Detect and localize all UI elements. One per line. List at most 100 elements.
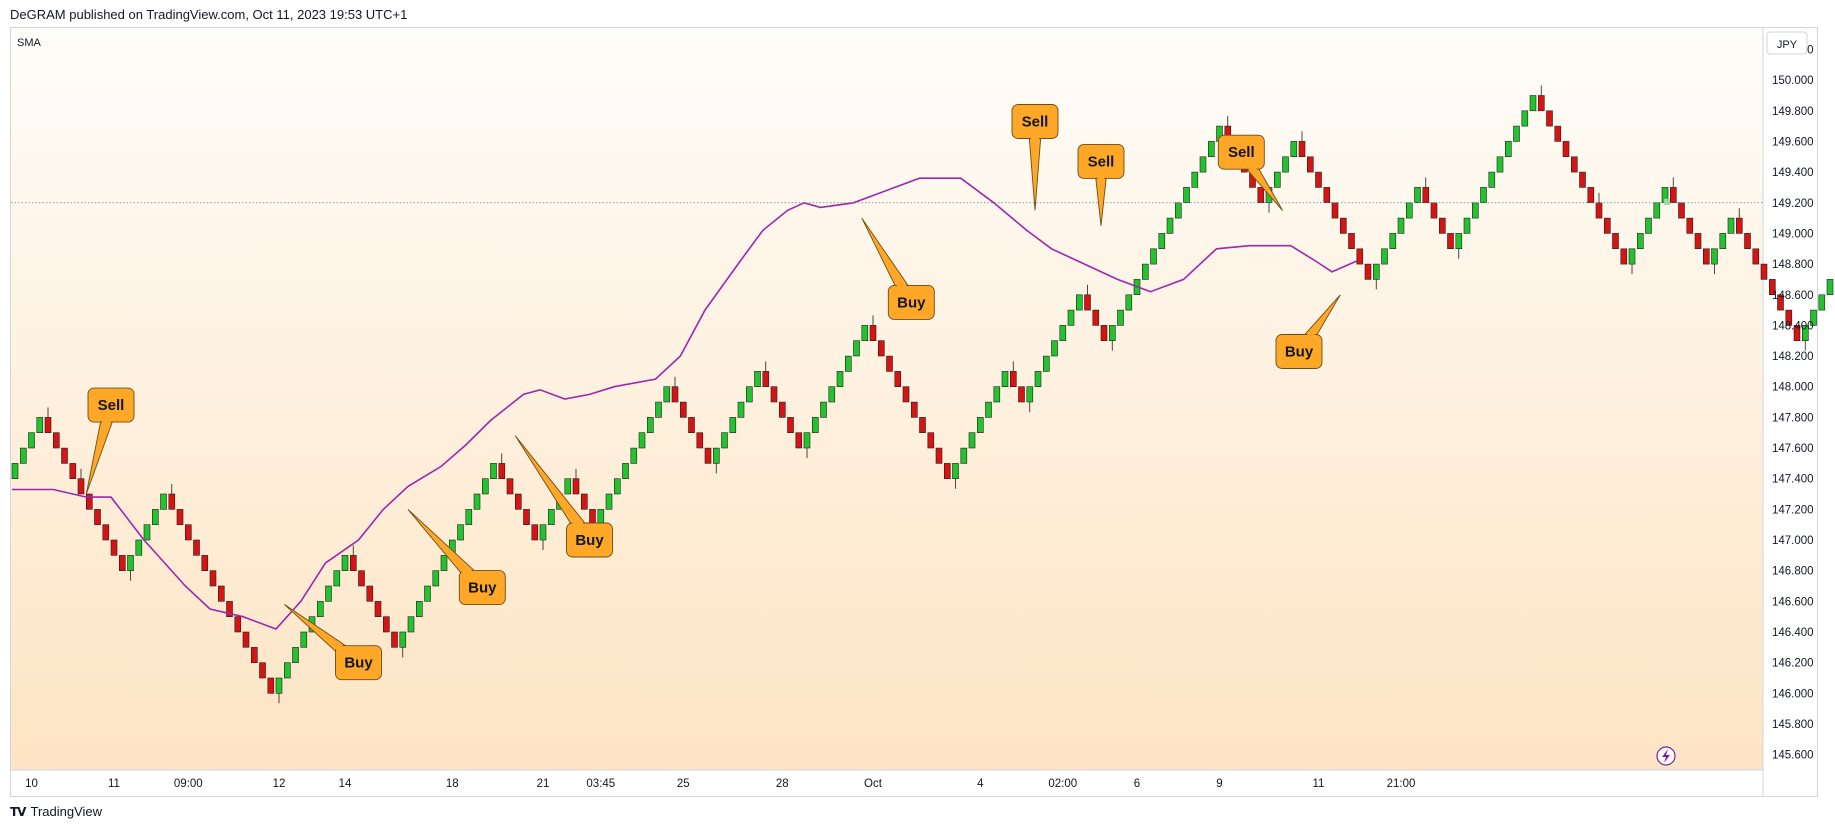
brick-up[interactable]	[1513, 125, 1520, 142]
brick-up[interactable]	[275, 677, 283, 694]
brick-down[interactable]	[119, 555, 126, 572]
brick-up[interactable]	[160, 493, 167, 510]
brick-down[interactable]	[374, 601, 382, 618]
brick-down[interactable]	[1554, 125, 1562, 142]
brick-down[interactable]	[696, 432, 704, 449]
brick-up[interactable]	[1109, 325, 1116, 341]
brick-down[interactable]	[1777, 294, 1784, 311]
brick-up[interactable]	[622, 463, 629, 479]
brick-down[interactable]	[778, 401, 786, 418]
brick-down[interactable]	[1100, 325, 1108, 341]
brick-up[interactable]	[985, 401, 992, 418]
brick-up[interactable]	[1488, 171, 1496, 188]
brick-up[interactable]	[1826, 279, 1834, 295]
brick-up[interactable]	[564, 478, 572, 495]
brick-up[interactable]	[836, 371, 844, 387]
brick-down[interactable]	[1315, 171, 1322, 188]
brick-up[interactable]	[646, 417, 654, 433]
sell-callout[interactable]: Sell	[1217, 134, 1283, 211]
brick-down[interactable]	[168, 493, 176, 510]
brick-up[interactable]	[1628, 248, 1636, 265]
brick-up[interactable]	[547, 509, 555, 525]
brick-up[interactable]	[663, 386, 671, 403]
brick-down[interactable]	[1571, 156, 1578, 173]
brick-down[interactable]	[910, 401, 918, 418]
brick-down[interactable]	[869, 325, 877, 341]
brick-down[interactable]	[1298, 141, 1306, 157]
brick-up[interactable]	[1034, 371, 1042, 387]
brick-down[interactable]	[886, 355, 893, 372]
brick-down[interactable]	[259, 662, 266, 679]
brick-down[interactable]	[102, 524, 110, 541]
brick-up[interactable]	[1208, 141, 1215, 157]
brick-down[interactable]	[366, 585, 374, 602]
brick-up[interactable]	[1496, 156, 1504, 173]
brick-down[interactable]	[1752, 248, 1760, 265]
brick-up[interactable]	[1290, 141, 1298, 157]
brick-up[interactable]	[803, 432, 811, 449]
buy-callout[interactable]: Buy	[283, 604, 382, 681]
brick-down[interactable]	[1257, 187, 1265, 203]
brick-down[interactable]	[1744, 233, 1751, 249]
brick-up[interactable]	[952, 463, 959, 479]
buy-callout[interactable]: Buy	[514, 435, 613, 558]
brick-down[interactable]	[44, 417, 52, 433]
brick-up[interactable]	[1175, 202, 1182, 219]
brick-up[interactable]	[143, 524, 151, 541]
brick-up[interactable]	[1142, 263, 1149, 280]
brick-up[interactable]	[1406, 202, 1413, 219]
brick-up[interactable]	[960, 447, 968, 464]
brick-down[interactable]	[1579, 171, 1586, 188]
brick-up[interactable]	[490, 463, 497, 479]
brick-up[interactable]	[729, 417, 737, 433]
brick-up[interactable]	[1373, 263, 1380, 280]
brick-down[interactable]	[226, 601, 233, 618]
brick-up[interactable]	[655, 401, 662, 418]
buy-callout[interactable]: Buy	[861, 217, 935, 320]
brick-down[interactable]	[1604, 217, 1611, 234]
brick-down[interactable]	[927, 432, 935, 449]
brick-down[interactable]	[787, 417, 794, 433]
brick-down[interactable]	[1356, 248, 1364, 265]
brick-up[interactable]	[1051, 340, 1058, 357]
brick-up[interactable]	[1282, 156, 1289, 173]
footer-brand[interactable]: 𝗧𝗩 TradingView	[10, 804, 102, 819]
brick-up[interactable]	[399, 631, 407, 648]
brick-up[interactable]	[440, 555, 448, 572]
brick-up[interactable]	[300, 631, 308, 648]
brick-down[interactable]	[1092, 309, 1100, 326]
brick-up[interactable]	[432, 570, 440, 587]
brick-down[interactable]	[1620, 248, 1628, 265]
brick-up[interactable]	[1125, 294, 1133, 311]
brick-up[interactable]	[341, 555, 349, 572]
brick-down[interactable]	[679, 401, 687, 418]
brick-down[interactable]	[1447, 233, 1454, 249]
brick-down[interactable]	[762, 371, 770, 387]
brick-down[interactable]	[1084, 294, 1091, 311]
brick-up[interactable]	[1043, 355, 1050, 372]
brick-down[interactable]	[94, 509, 101, 525]
brick-up[interactable]	[333, 570, 341, 587]
brick-up[interactable]	[1727, 217, 1735, 234]
brick-down[interactable]	[589, 509, 596, 525]
brick-down[interactable]	[1678, 202, 1685, 219]
brick-down[interactable]	[943, 463, 951, 479]
brick-down[interactable]	[110, 539, 118, 556]
brick-down[interactable]	[514, 493, 522, 510]
brick-down[interactable]	[69, 463, 77, 479]
brick-down[interactable]	[52, 432, 60, 449]
brick-up[interactable]	[828, 386, 836, 403]
brick-up[interactable]	[292, 647, 299, 664]
brick-down[interactable]	[902, 386, 910, 403]
brick-up[interactable]	[316, 601, 324, 618]
brick-down[interactable]	[391, 631, 398, 648]
brick-up[interactable]	[539, 524, 547, 541]
brick-up[interactable]	[1802, 325, 1809, 341]
brick-down[interactable]	[242, 631, 250, 648]
brick-up[interactable]	[1183, 187, 1190, 203]
brick-up[interactable]	[1150, 248, 1157, 265]
brick-up[interactable]	[1166, 217, 1174, 234]
currency-box[interactable]	[1766, 31, 1808, 55]
brick-up[interactable]	[465, 509, 473, 525]
brick-up[interactable]	[1199, 156, 1207, 173]
